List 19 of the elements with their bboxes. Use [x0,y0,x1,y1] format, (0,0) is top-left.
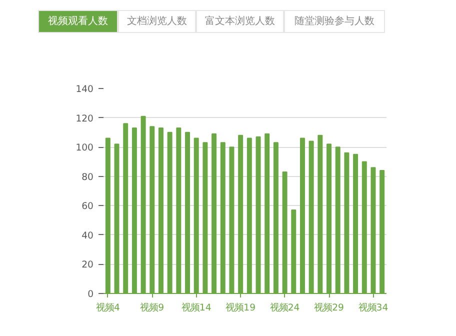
x-tick-label: 视频14 [181,302,212,314]
y-tick-label: 80 [82,172,94,183]
y-tick-label: 60 [82,201,94,212]
y-tick-label: 120 [76,113,94,124]
x-tick-label: 视频24 [270,302,300,314]
y-tick-label: 20 [82,260,94,271]
x-tick-label: 视频29 [314,302,344,314]
tab: 富文本浏览人数 [196,10,284,33]
y-tick-label: 40 [82,230,94,242]
y-tick-label: 0 [88,289,94,300]
x-tick-label: 视频34 [358,302,388,314]
y-tick-label: 100 [76,142,94,154]
x-tick-label: 视频4 [96,302,120,314]
x-tick-label: 视频19 [226,302,256,314]
tab: 文档浏览人数 [118,10,196,33]
y-tick-label: 140 [76,84,94,95]
tab: 随堂测验参与人数 [284,10,385,33]
x-tick-label: 视频9 [140,302,164,314]
tab: 视频观看人数 [38,10,118,33]
